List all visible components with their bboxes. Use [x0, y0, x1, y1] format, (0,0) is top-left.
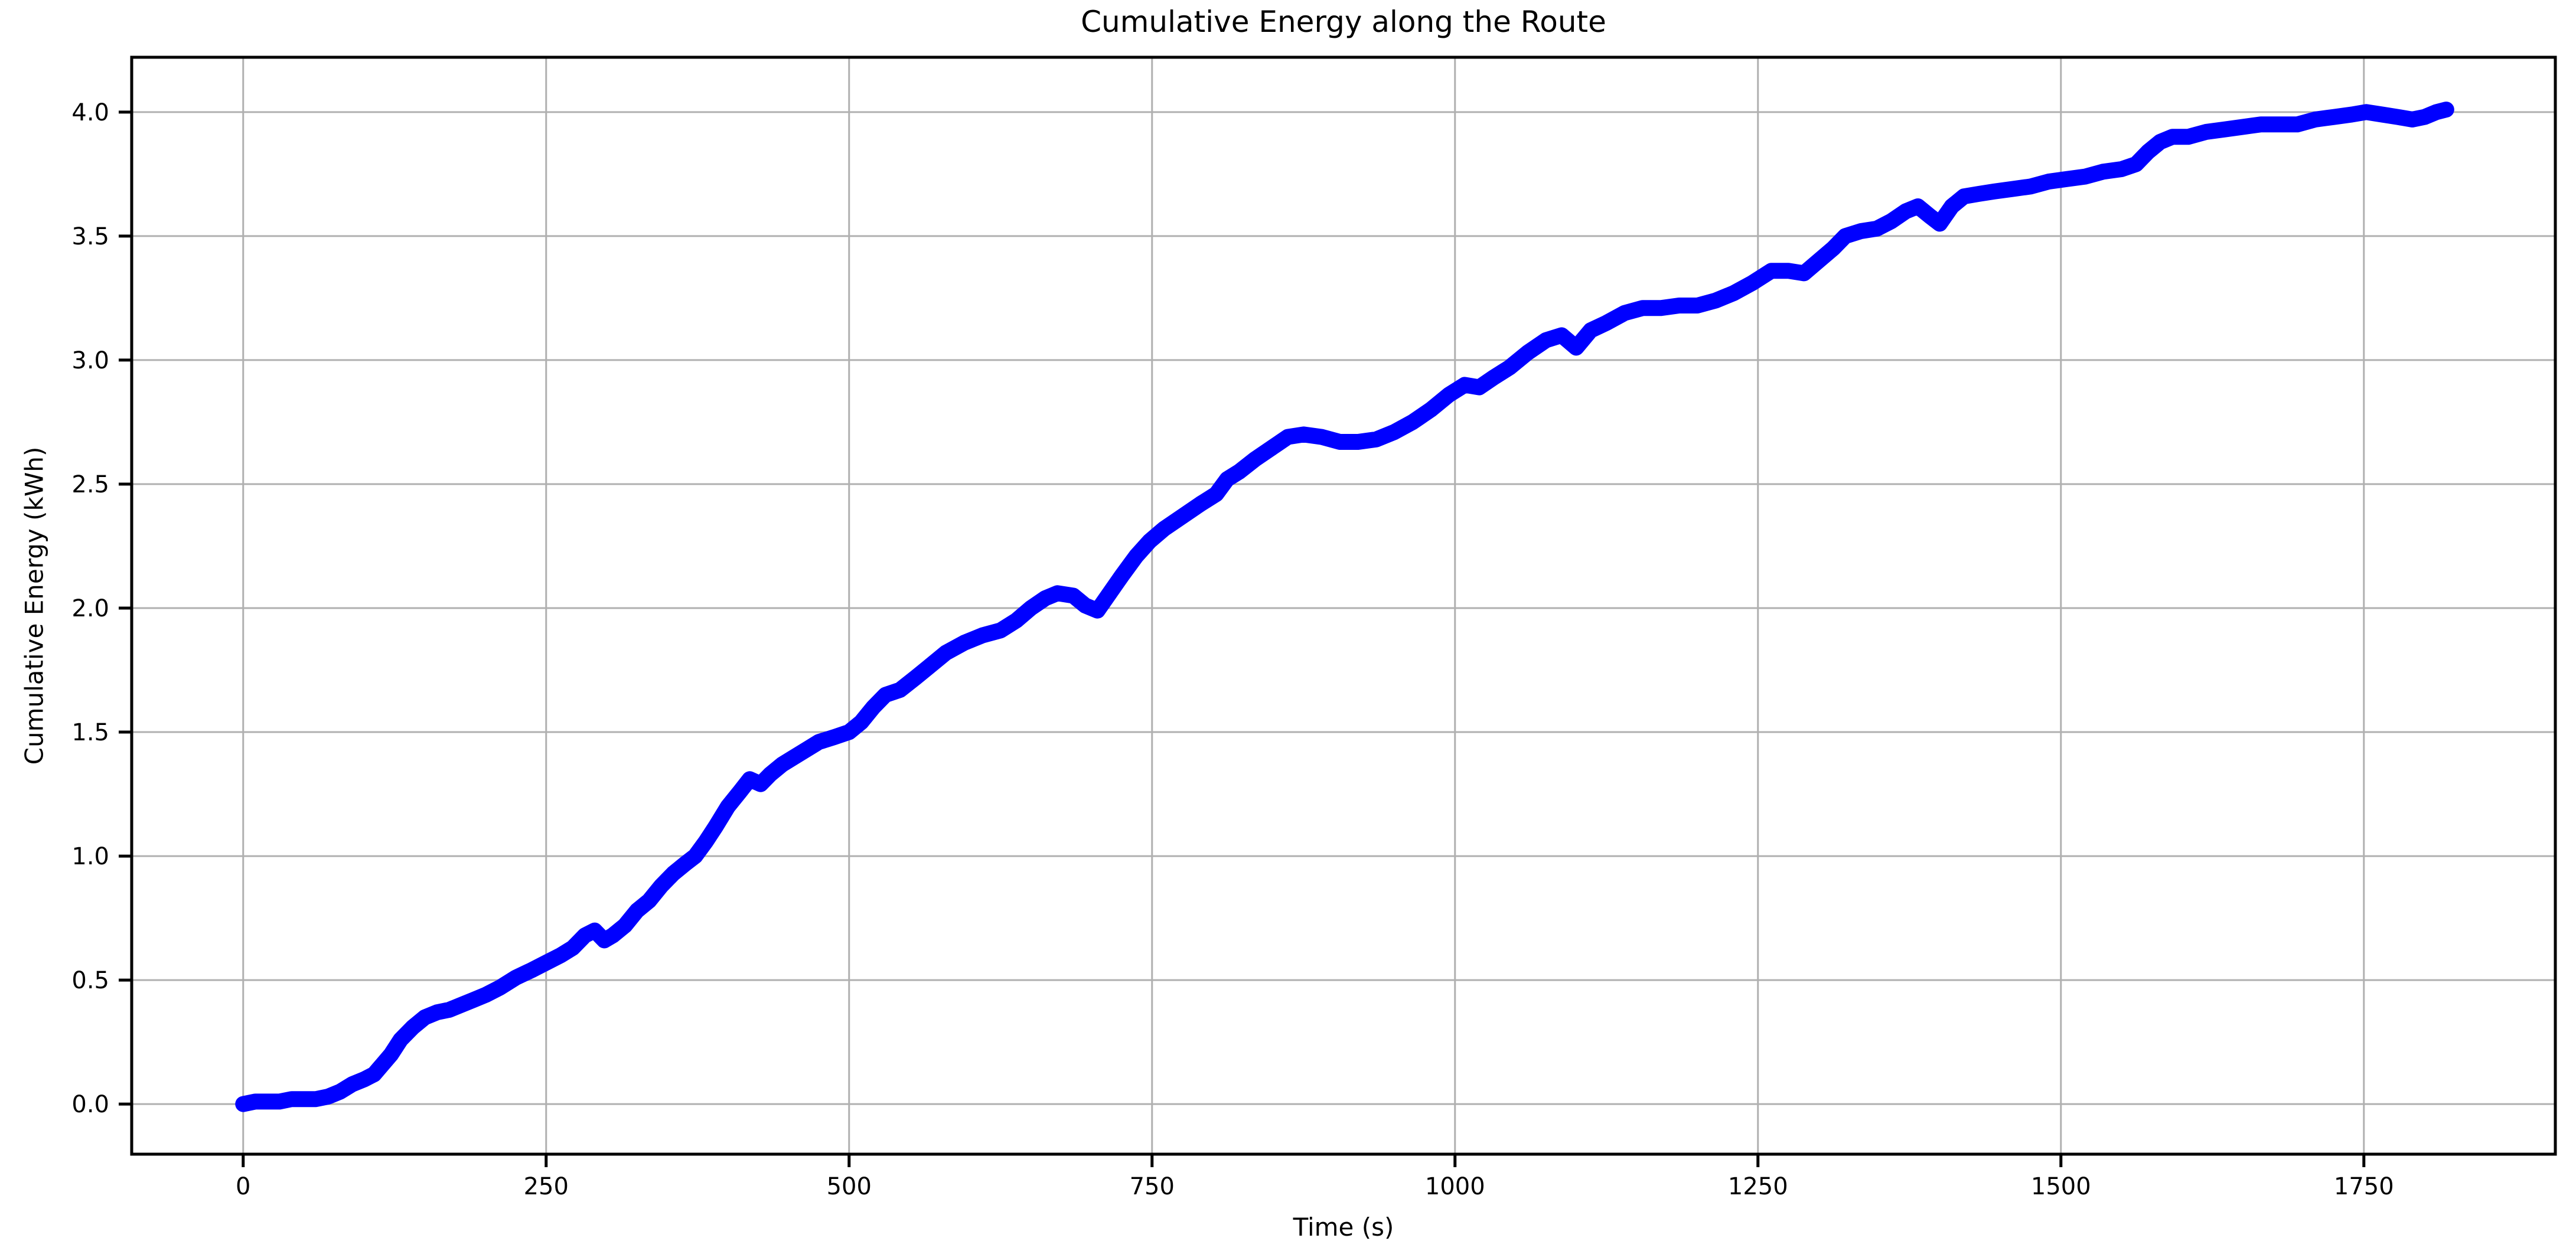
x-tick-label: 750 [1130, 1173, 1175, 1200]
cumulative-energy-line [235, 102, 2454, 1112]
chart-title: Cumulative Energy along the Route [1081, 5, 1606, 39]
y-tick-label: 3.5 [71, 223, 109, 250]
y-tick-label: 2.5 [71, 471, 109, 498]
x-tick-label: 1500 [2031, 1173, 2091, 1200]
x-tick-label: 1000 [1425, 1173, 1485, 1200]
x-tick-label: 0 [236, 1173, 250, 1200]
x-axis-label: Time (s) [1293, 1213, 1394, 1242]
y-tick-label: 0.5 [71, 967, 109, 994]
x-tick-label: 250 [524, 1173, 569, 1200]
y-tick-label: 4.0 [71, 99, 109, 126]
x-tick-label: 500 [827, 1173, 872, 1200]
axes-spines [130, 55, 2557, 1156]
y-tick-label: 1.0 [71, 843, 109, 870]
x-tick-label: 1250 [1728, 1173, 1788, 1200]
y-tick-label: 2.0 [71, 595, 109, 622]
y-tick-label: 1.5 [71, 719, 109, 746]
y-tick-label: 3.0 [71, 347, 109, 374]
y-tick-label: 0.0 [71, 1091, 109, 1118]
x-tick-label: 1750 [2334, 1173, 2394, 1200]
